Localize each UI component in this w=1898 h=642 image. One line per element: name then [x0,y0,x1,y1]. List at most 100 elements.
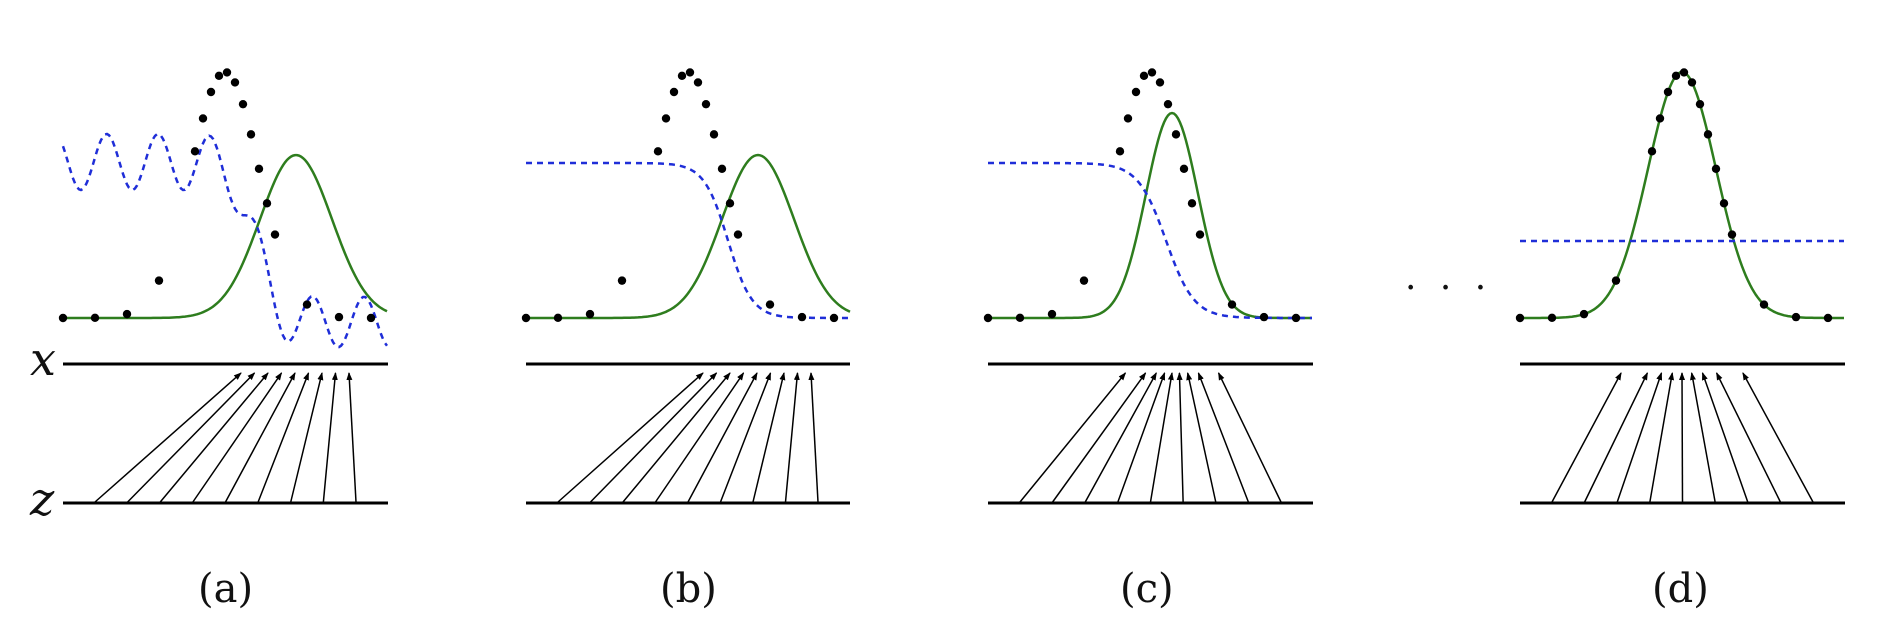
ellipsis: · · · [1405,268,1492,309]
mapping-arrow [719,372,772,503]
data-distribution-dot [206,87,216,97]
data-distribution-dot [1711,164,1721,173]
data-distribution-dot [1227,300,1237,309]
generator-distribution-curve [526,153,851,320]
data-distribution-dot [366,313,376,323]
mapping-arrow [1217,372,1282,503]
data-distribution-dot [1611,276,1621,285]
data-distribution-dot [198,114,208,123]
discriminator-curve [988,161,1312,320]
mapping-arrow [1701,372,1749,503]
data-distribution-dot [1291,313,1301,323]
mapping-arrow [1197,372,1250,503]
data-distribution-dot [1139,71,1149,81]
panel-a [58,68,389,505]
mapping-arrow [687,372,758,503]
mapping-arrow [1186,372,1217,503]
data-distribution-dot [238,99,248,109]
generator-distribution-curve [1520,70,1844,320]
data-distribution-dot [122,309,132,319]
mapping-arrow [1583,372,1649,503]
data-distribution-dot [246,130,256,139]
data-distribution-dot [1079,276,1089,285]
mapping-arrow [290,372,324,503]
mapping-arrow [557,372,704,503]
mapping-arrow [1149,372,1174,503]
mapping-arrow [322,372,338,503]
data-distribution-dot [765,300,775,309]
mapping-arrow [1117,372,1166,503]
data-distribution-dot [1015,313,1025,323]
data-distribution-dot [1655,114,1665,123]
panel-b [521,68,851,505]
mapping-arrow [1019,372,1127,503]
mapping-arrow [257,372,310,503]
data-distribution-dot [1695,99,1705,109]
mapping-arrow [1679,372,1686,503]
data-distribution-dot [617,276,627,285]
caption-a: (a) [198,566,253,612]
mapping-arrow [654,372,745,503]
mapping-arrow [224,372,296,503]
data-distribution-dot [154,276,164,285]
mapping-arrow [1551,372,1622,503]
data-distribution-dot [1131,87,1141,97]
data-distribution-dot [1663,87,1673,97]
panel-d [1515,68,1845,505]
mapping-arrow [159,372,269,503]
data-distribution-dot [983,313,993,323]
data-distribution-dot [1195,230,1205,239]
data-distribution-dot [553,313,563,323]
data-distribution-dot [1163,99,1173,109]
mapping-arrow [1715,372,1782,503]
data-distribution-dot [585,309,595,319]
mapping-arrow [808,372,819,503]
data-distribution-dot [521,313,531,323]
caption-d: (d) [1652,566,1709,612]
data-distribution-dot [1171,130,1181,139]
caption-c: (c) [1120,566,1174,612]
data-distribution-dot [1719,199,1729,208]
data-distribution-dot [685,68,695,77]
generator-distribution-curve [63,153,388,320]
mapping-arrow [622,372,731,503]
caption-b: (b) [660,566,717,612]
data-distribution-dot [1791,312,1801,322]
mapping-arrow [784,372,800,503]
data-distribution-dot [1047,309,1057,319]
data-distribution-dot [1759,300,1769,309]
generator-distribution-curve [988,111,1312,320]
mapping-arrow [589,372,718,503]
data-distribution-dot [270,230,280,239]
data-distribution-dot [1671,71,1681,81]
data-distribution-dot [1703,130,1713,139]
data-distribution-dot [1727,230,1737,239]
data-distribution-dot [1179,164,1189,173]
data-distribution-dot [797,312,807,322]
data-distribution-dot [1823,313,1833,323]
mapping-arrow [1084,372,1157,503]
mapping-arrow [94,372,242,503]
data-distribution-dot [1579,309,1589,319]
data-distribution-dot [222,68,232,77]
data-distribution-dot [1187,199,1197,208]
data-distribution-dot [653,147,663,156]
data-distribution-dot [701,99,711,109]
mapping-arrow [752,372,786,503]
data-distribution-dot [1679,68,1689,77]
mapping-arrow [192,372,283,503]
panel-c [983,68,1313,505]
x-axis-label: x [30,332,56,386]
data-distribution-dot [1547,313,1557,323]
mapping-arrow [1052,372,1147,503]
data-distribution-dot [733,230,743,239]
mapping-arrow [346,372,357,503]
data-distribution-dot [725,199,735,208]
data-distribution-dot [262,199,272,208]
data-distribution-dot [90,313,100,323]
z-axis-label: z [29,472,55,526]
data-distribution-dot [1123,114,1133,123]
data-distribution-dot [1647,147,1657,156]
data-distribution-dot [1147,68,1157,77]
